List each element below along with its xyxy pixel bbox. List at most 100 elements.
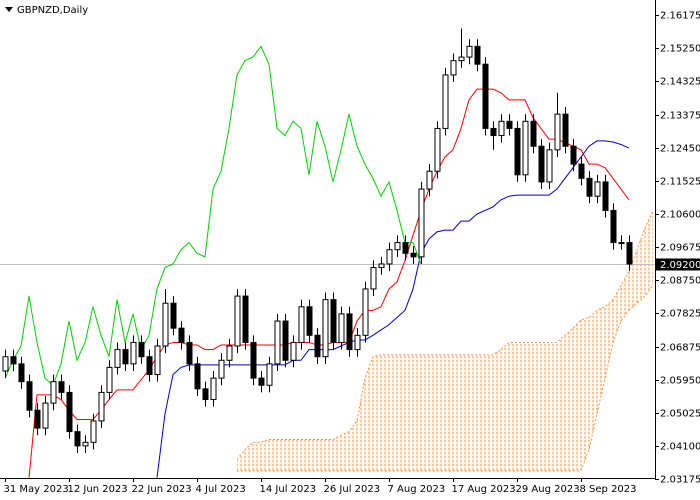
y-tick-label: 2.03175 <box>660 475 700 486</box>
candle-body-up <box>434 127 441 172</box>
candle-body-up <box>154 345 161 376</box>
cloud <box>237 210 653 471</box>
x-tick-label: 31 May 2023 <box>4 484 69 495</box>
candle-body-down <box>34 409 41 429</box>
candle-body-down <box>138 341 145 358</box>
candle-body-down <box>506 120 513 129</box>
candle-body-up <box>370 267 377 290</box>
y-tick-label: 2.13375 <box>660 111 700 122</box>
candle-body-up <box>114 349 121 368</box>
y-tick-label: 2.11525 <box>660 177 700 188</box>
candle-body-down <box>514 127 521 176</box>
y-tick-label: 2.10600 <box>660 210 700 221</box>
candle-body-up <box>418 188 425 258</box>
price-label: 2.09200 <box>660 260 700 271</box>
candle-body-up <box>594 181 601 197</box>
candle-body-down <box>530 120 537 147</box>
candle-body-up <box>522 120 529 176</box>
candle-body-up <box>218 359 225 379</box>
candle-body-down <box>194 363 201 390</box>
candle-body-down <box>410 252 417 258</box>
candle-body-up <box>82 441 89 447</box>
candle-body-up <box>386 249 393 265</box>
candle-body-down <box>346 313 353 351</box>
y-tick-label: 2.15250 <box>660 44 700 55</box>
candle-body-down <box>66 391 73 433</box>
x-tick-label: 8 Sep 2023 <box>580 484 637 495</box>
candle-body-up <box>394 242 401 251</box>
x-tick-label: 29 Aug 2023 <box>516 484 580 495</box>
candle-body-down <box>474 45 481 65</box>
candle-body-down <box>490 127 497 137</box>
candle-body-up <box>618 242 625 245</box>
candle-body-down <box>538 145 545 183</box>
candle-body-up <box>354 334 361 351</box>
candle-body-up <box>162 302 169 347</box>
candle-body-up <box>130 341 137 365</box>
candle-body-up <box>362 288 369 336</box>
x-tick-label: 17 Aug 2023 <box>452 484 516 495</box>
candle-body-up <box>322 299 329 358</box>
y-tick-label: 2.12450 <box>660 144 700 155</box>
candle-body-down <box>330 299 337 343</box>
candle-body-down <box>202 388 209 401</box>
candle-body-up <box>50 381 57 404</box>
cloud-lower-edge <box>237 285 654 472</box>
x-tick-label: 4 Jul 2023 <box>196 484 246 495</box>
candle-body-down <box>578 163 585 179</box>
candle-body-down <box>250 341 257 379</box>
candle-body-up <box>106 366 113 393</box>
candle-body-up <box>426 170 433 190</box>
candle-body-up <box>226 345 233 361</box>
candle-body-down <box>58 381 65 393</box>
candle-body-down <box>570 145 577 165</box>
candle-body-down <box>146 356 153 376</box>
y-tick-label: 2.14325 <box>660 77 700 88</box>
candle-body-up <box>98 391 105 422</box>
candle-body-down <box>282 320 289 361</box>
cloud-upper-edge <box>236 210 654 460</box>
menu-triangle[interactable] <box>5 7 13 12</box>
chart-title: GBPNZD,Daily <box>17 5 88 16</box>
candle-body-up <box>458 56 465 62</box>
candle-body-up <box>442 74 449 129</box>
x-tick-label: 14 Jul 2023 <box>260 484 317 495</box>
candle-body-up <box>546 149 553 183</box>
y-tick-label: 2.05950 <box>660 376 700 387</box>
y-tick-label: 2.07825 <box>660 309 700 320</box>
candle-body-down <box>482 63 489 129</box>
indicator-line <box>4 45 422 387</box>
candle-body-up <box>266 363 273 386</box>
candle-body-up <box>498 120 505 137</box>
plot-area <box>0 28 655 478</box>
candle-body-down <box>10 356 17 365</box>
candle-body-down <box>242 295 249 343</box>
candle-body-up <box>554 113 561 151</box>
candle-body-down <box>610 209 617 244</box>
candle-body-down <box>178 327 185 343</box>
candle-body-down <box>186 341 193 365</box>
y-tick-label: 2.09675 <box>660 243 700 254</box>
y-tick-label: 2.04100 <box>660 442 700 453</box>
x-tick-label: 22 Jun 2023 <box>132 484 192 495</box>
candle-body-down <box>122 349 129 365</box>
price-label-box <box>656 258 700 271</box>
candle-body-up <box>42 402 49 429</box>
y-tick-label: 2.06875 <box>660 343 700 354</box>
candle-body-up <box>298 306 305 343</box>
candle-body-down <box>626 242 633 265</box>
candle-body-up <box>234 295 241 347</box>
candle-body-down <box>74 431 81 447</box>
indicator-line <box>28 88 630 478</box>
candle-body-up <box>378 263 385 269</box>
candle-body-up <box>274 320 281 365</box>
candle-body-down <box>402 242 409 254</box>
y-tick-label: 2.16175 <box>660 11 700 22</box>
y-tick-label: 2.05025 <box>660 409 700 420</box>
candle-body-up <box>210 377 217 401</box>
indicator-line <box>156 140 630 478</box>
candle-body-down <box>562 113 569 147</box>
candle-body-up <box>338 313 345 343</box>
